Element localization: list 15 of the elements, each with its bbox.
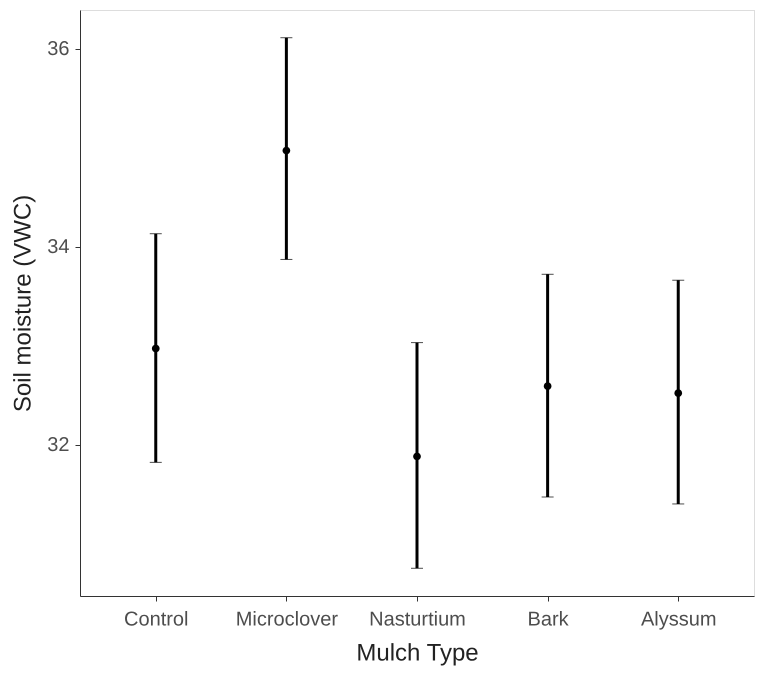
point — [544, 382, 552, 390]
x-axis-title: Mulch Type — [356, 640, 479, 666]
point — [674, 389, 682, 397]
x-tick-label: Nasturtium — [369, 608, 466, 630]
y-axis-title: Soil moisture (VWC) — [9, 194, 36, 412]
y-tick-label: 36 — [47, 38, 70, 60]
x-tick-label: Microclover — [236, 608, 338, 630]
y-tick-label: 32 — [47, 434, 70, 456]
x-tick-label: Alyssum — [640, 608, 717, 630]
x-tick-label: Bark — [528, 608, 570, 630]
y-tick-label: 34 — [47, 236, 70, 258]
point — [282, 146, 290, 154]
point — [152, 344, 160, 352]
x-tick-label: Control — [124, 608, 188, 630]
point — [413, 452, 421, 460]
